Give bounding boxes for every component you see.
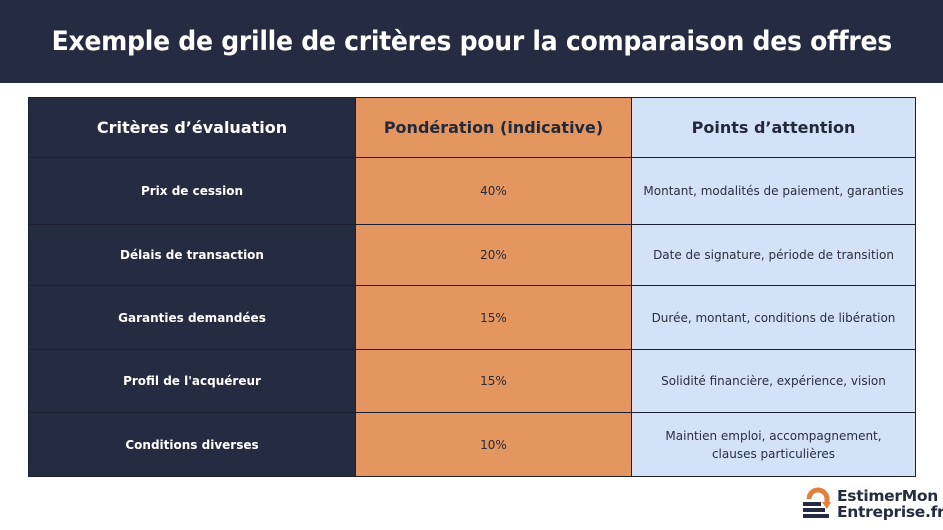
logo-tld: .fr [924, 503, 943, 521]
weight-cell: 10% [355, 412, 632, 477]
weight-cell: 15% [355, 349, 632, 413]
notes-cell: Date de signature, période de transition [631, 224, 916, 286]
notes-cell: Solidité financière, expérience, vision [631, 349, 916, 413]
title-band: Exemple de grille de critères pour la co… [0, 0, 943, 83]
criteria-table: Critères d’évaluation Pondération (indic… [28, 97, 916, 477]
notes-cell: Durée, montant, conditions de libération [631, 285, 916, 350]
page-title: Exemple de grille de critères pour la co… [51, 26, 892, 57]
header-attention-points: Points d’attention [631, 97, 916, 158]
criterion-cell: Profil de l'acquéreur [28, 349, 356, 413]
header-criteria: Critères d’évaluation [28, 97, 356, 158]
criterion-cell: Délais de transaction [28, 224, 356, 286]
table-row: Garanties demandées 15% Durée, montant, … [28, 285, 916, 350]
notes-cell: Maintien emploi, accompagnement, clauses… [631, 412, 916, 477]
logo-line-2: Entreprise.fr [837, 504, 943, 520]
logo-arrow-bars-icon [803, 487, 831, 518]
table-row: Conditions diverses 10% Maintien emploi,… [28, 412, 916, 477]
weight-cell: 20% [355, 224, 632, 286]
weight-cell: 15% [355, 285, 632, 350]
table-row: Profil de l'acquéreur 15% Solidité finan… [28, 349, 916, 413]
header-weighting: Pondération (indicative) [355, 97, 632, 158]
notes-cell: Montant, modalités de paiement, garantie… [631, 157, 916, 225]
logo-wordmark: EstimerMon Entreprise.fr [837, 488, 943, 520]
table-header-row: Critères d’évaluation Pondération (indic… [28, 97, 916, 158]
logo-line-2-main: Entreprise [837, 503, 925, 521]
logo-line-1: EstimerMon [837, 487, 938, 505]
table-row: Prix de cession 40% Montant, modalités d… [28, 157, 916, 225]
weight-cell: 40% [355, 157, 632, 225]
brand-logo: EstimerMon Entreprise.fr [803, 484, 943, 524]
table-row: Délais de transaction 20% Date de signat… [28, 224, 916, 286]
criterion-cell: Garanties demandées [28, 285, 356, 350]
criterion-cell: Conditions diverses [28, 412, 356, 477]
criterion-cell: Prix de cession [28, 157, 356, 225]
